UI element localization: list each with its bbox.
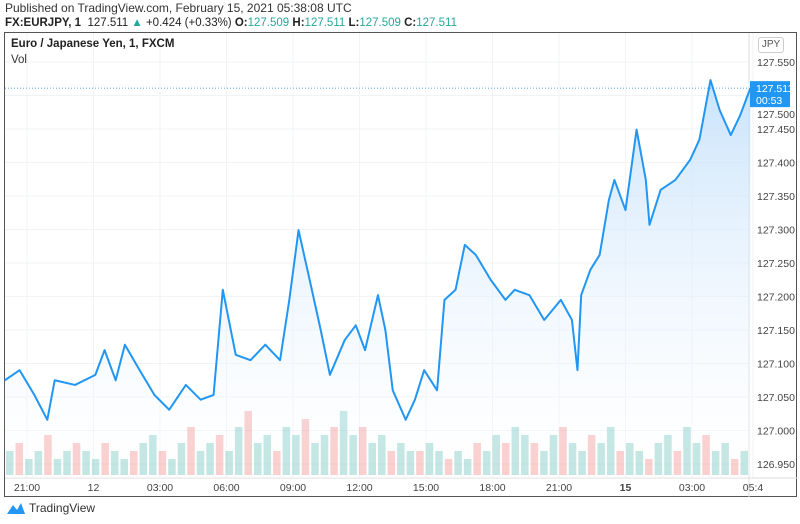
time-tick-label: 03:00 [147,482,173,494]
current-price-badge [750,81,790,108]
time-tick-label: 15 [620,482,632,494]
close-label: C: [404,17,417,29]
symbol-label: FX:EURJPY, 1 [5,17,82,29]
low-value: 127.509 [359,17,401,29]
current-price-label: 127.511 [756,83,793,95]
low-label: L: [348,17,360,29]
price-tick-label: 126.950 [757,459,795,471]
tradingview-logo-icon [7,503,25,514]
time-tick-label: 18:00 [479,482,505,494]
price-tick-label: 127.150 [757,325,795,337]
time-tick-label: 12:00 [346,482,372,494]
price-tick-label: 127.400 [757,158,795,170]
time-tick-label: 15:00 [413,482,439,494]
tradingview-logo[interactable]: TradingView [6,501,95,515]
brand-name: TradingView [29,501,96,515]
price-line [4,79,752,421]
volume-legend: Vol [11,54,27,66]
published-note: Published on TradingView.com, February 1… [5,1,352,15]
price-tick-label: 127.100 [757,359,795,371]
time-tick-label: 09:00 [280,482,306,494]
close-value: 127.511 [416,17,457,29]
price-tick-label: 127.050 [757,392,795,404]
currency-button[interactable]: JPY [758,37,784,53]
high-label: H: [292,17,305,29]
time-tick-label: 21:00 [546,482,572,494]
time-tick-label: 06:00 [213,482,239,494]
time-tick-label: 05:4 [743,482,764,494]
last-price: 127.511 [87,17,129,29]
countdown-label: 00:53 [756,95,782,107]
open-label: O: [234,17,248,29]
time-tick-label: 21:00 [14,482,40,494]
price-tick-label: 127.200 [757,292,795,304]
symbol-info: FX:EURJPY, 1 127.511 ▲ +0.424 (+0.33%) O… [5,16,457,30]
price-tick-label: 127.500 [757,109,795,121]
price-tick-label: 127.250 [757,258,795,270]
price-change: +0.424 (+0.33%) [145,17,232,29]
price-area [4,80,751,478]
price-tick-label: 127.450 [757,124,795,136]
open-value: 127.509 [247,17,290,29]
high-value: 127.511 [304,17,346,29]
chart-frame[interactable] [4,32,797,497]
price-tick-label: 127.300 [757,225,795,237]
time-tick-label: 03:00 [679,482,705,494]
price-tick-label: 127.350 [757,191,795,203]
price-tick-label: 127.550 [757,57,795,69]
time-tick-label: 12 [88,482,100,494]
chart-title: Euro / Japanese Yen, 1, FXCM [11,38,175,50]
up-arrow-icon: ▲ [131,17,143,29]
price-tick-label: 127.000 [757,426,795,438]
